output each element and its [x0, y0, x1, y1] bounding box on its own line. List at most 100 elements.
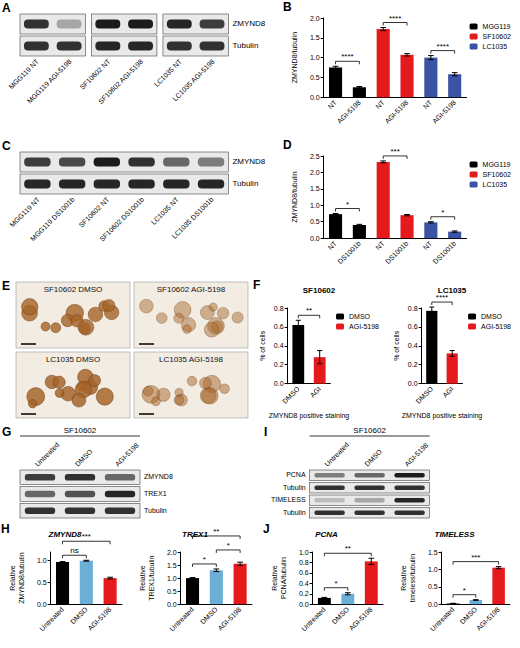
svg-text:SF10602 NT: SF10602 NT — [79, 57, 113, 91]
svg-text:Relative: Relative — [271, 565, 278, 590]
svg-text:DMSO: DMSO — [74, 448, 94, 468]
svg-text:0.0: 0.0 — [310, 94, 320, 101]
svg-text:1.5: 1.5 — [428, 549, 438, 556]
svg-text:E: E — [2, 279, 10, 293]
svg-text:DMSO: DMSO — [363, 448, 383, 468]
svg-text:AGI-5198: AGI-5198 — [114, 441, 140, 467]
svg-text:I: I — [264, 425, 267, 439]
svg-text:Untreated: Untreated — [323, 441, 350, 468]
svg-text:0.5: 0.5 — [310, 74, 320, 81]
svg-text:SF10602 AGI-5198: SF10602 AGI-5198 — [157, 285, 226, 294]
svg-text:0.4: 0.4 — [408, 342, 418, 349]
svg-text:**: ** — [213, 527, 219, 536]
svg-text:ns: ns — [70, 546, 78, 555]
svg-text:LC1035 DS1001b: LC1035 DS1001b — [170, 196, 214, 240]
svg-text:PCNA/tubulin: PCNA/tubulin — [280, 557, 287, 599]
svg-text:ZMYND8: ZMYND8 — [232, 157, 265, 166]
svg-text:0.0: 0.0 — [428, 601, 438, 608]
svg-text:C: C — [2, 139, 11, 153]
svg-text:0.8: 0.8 — [408, 305, 418, 312]
svg-text:0.0: 0.0 — [310, 235, 320, 242]
svg-text:LC1035 NT: LC1035 NT — [153, 57, 184, 88]
svg-text:ZMYND8/tubulin: ZMYND8/tubulin — [291, 32, 298, 83]
svg-text:TREX1/tubulin: TREX1/tubulin — [148, 555, 155, 600]
svg-text:Untreated: Untreated — [429, 606, 456, 633]
svg-text:PCNA: PCNA — [286, 471, 306, 478]
svg-text:TIMELESS: TIMELESS — [434, 530, 475, 539]
svg-text:ZMYND8/tubulin: ZMYND8/tubulin — [18, 552, 25, 603]
svg-text:DS1001b: DS1001b — [336, 240, 362, 266]
svg-text:MGG119: MGG119 — [483, 23, 511, 30]
svg-text:0.4: 0.4 — [299, 580, 309, 587]
svg-text:AGI-5198: AGI-5198 — [216, 606, 242, 632]
svg-text:ZMYND8: ZMYND8 — [48, 530, 82, 539]
svg-text:0.6: 0.6 — [299, 569, 309, 576]
svg-text:Relative: Relative — [400, 565, 407, 590]
svg-text:1.5: 1.5 — [310, 34, 320, 41]
svg-text:0.0: 0.0 — [408, 380, 418, 387]
svg-text:DMSO: DMSO — [69, 605, 89, 625]
svg-text:NT: NT — [422, 98, 434, 110]
svg-text:AGI-5198: AGI-5198 — [349, 323, 379, 330]
svg-text:0.5: 0.5 — [428, 583, 438, 590]
svg-text:SF10602 DMSO: SF10602 DMSO — [44, 285, 103, 294]
svg-text:MGG119 AGI-5198: MGG119 AGI-5198 — [26, 58, 73, 105]
svg-text:ZMYND8 positive staining: ZMYND8 positive staining — [269, 412, 350, 420]
svg-text:AGI-5198: AGI-5198 — [403, 441, 429, 467]
svg-text:NT: NT — [374, 239, 386, 251]
svg-text:2.5: 2.5 — [310, 153, 320, 160]
svg-text:DMSO: DMSO — [281, 385, 301, 405]
svg-text:SF10602: SF10602 — [64, 426, 97, 435]
svg-text:LC1035: LC1035 — [483, 181, 508, 188]
svg-text:MGG119 DS1001b: MGG119 DS1001b — [29, 196, 76, 243]
svg-text:2.0: 2.0 — [310, 15, 320, 22]
svg-text:*: * — [227, 541, 230, 550]
svg-text:LC1035 AGI-5198: LC1035 AGI-5198 — [159, 355, 224, 364]
svg-text:0.2: 0.2 — [299, 590, 309, 597]
svg-text:1.0: 1.0 — [167, 575, 177, 582]
svg-text:1.5: 1.5 — [310, 185, 320, 192]
svg-text:TREX1: TREX1 — [144, 490, 167, 497]
svg-text:0.2: 0.2 — [408, 361, 418, 368]
svg-text:A: A — [2, 1, 11, 15]
svg-text:SF10602: SF10602 — [483, 33, 512, 40]
svg-text:*: * — [441, 208, 444, 217]
svg-text:DMSO: DMSO — [481, 313, 503, 320]
svg-text:**: ** — [306, 306, 312, 315]
svg-text:0.5: 0.5 — [310, 218, 320, 225]
svg-text:timeless/tubulin: timeless/tubulin — [409, 554, 416, 602]
svg-text:Tubulin: Tubulin — [232, 41, 258, 50]
svg-text:SF10602: SF10602 — [303, 286, 336, 295]
svg-text:Untreated: Untreated — [34, 441, 61, 468]
svg-text:Relative: Relative — [139, 565, 146, 590]
svg-text:SF10602 DS1001b: SF10602 DS1001b — [98, 196, 145, 243]
svg-text:**: ** — [345, 544, 351, 553]
svg-text:***: *** — [471, 553, 480, 562]
svg-text:DMSO: DMSO — [349, 313, 371, 320]
svg-text:Tubulin: Tubulin — [144, 507, 167, 514]
svg-text:Untreated: Untreated — [300, 606, 327, 633]
svg-text:SF10602 NT: SF10602 NT — [78, 195, 112, 229]
svg-text:PCNA: PCNA — [315, 530, 338, 539]
svg-text:AGI: AGI — [441, 385, 454, 398]
svg-text:0.2: 0.2 — [274, 361, 284, 368]
svg-text:1.0: 1.0 — [428, 566, 438, 573]
svg-text:DS1001b: DS1001b — [384, 240, 410, 266]
svg-text:1.5: 1.5 — [167, 562, 177, 569]
svg-text:Tubulin: Tubulin — [283, 484, 306, 491]
svg-text:AGI-5198: AGI-5198 — [481, 323, 511, 330]
svg-text:ZMYND8/tubulin: ZMYND8/tubulin — [291, 171, 298, 222]
svg-text:DMSO: DMSO — [331, 605, 351, 625]
svg-text:AGI-5198: AGI-5198 — [348, 606, 374, 632]
svg-text:Untreated: Untreated — [38, 606, 65, 633]
svg-text:Relative: Relative — [9, 565, 16, 590]
svg-text:NT: NT — [326, 239, 338, 251]
svg-text:LC1035: LC1035 — [483, 43, 508, 50]
svg-text:****: **** — [341, 52, 353, 61]
svg-text:Tubulin: Tubulin — [283, 509, 306, 516]
svg-text:G: G — [2, 425, 11, 439]
svg-text:AGI: AGI — [309, 385, 322, 398]
svg-text:DS1001b: DS1001b — [432, 240, 458, 266]
svg-text:0.5: 0.5 — [37, 579, 47, 586]
svg-text:ZMYND8: ZMYND8 — [232, 19, 265, 28]
